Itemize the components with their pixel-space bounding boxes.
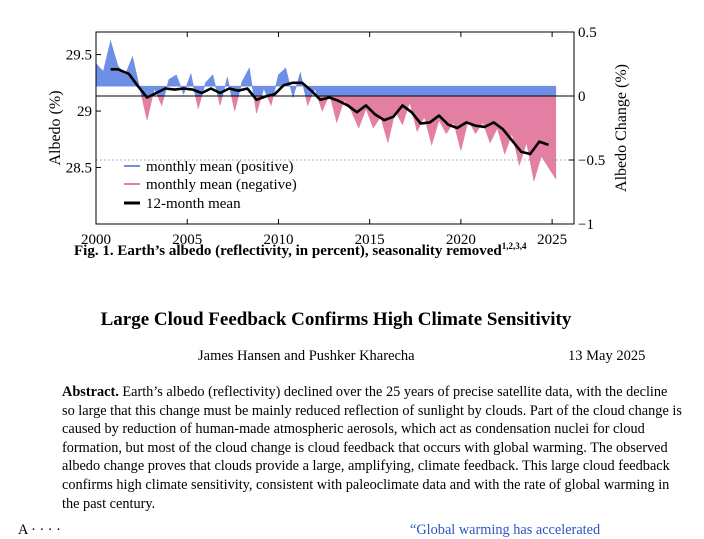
y-tick-label-28.5: 28.5 [66, 161, 92, 177]
x-tick-label-2005: 2005 [172, 232, 202, 248]
y-tick-label-29: 29 [77, 104, 92, 120]
monthly-mean-areas [96, 39, 574, 182]
plot-frame [95, 31, 575, 225]
monthly-negative-area [141, 96, 557, 182]
caption-text: Fig. 1. Earth’s albedo (reflectivity, in… [74, 243, 502, 259]
next-line-start: A · · · · [18, 522, 61, 538]
x-tick-label-2025: 2025 [537, 232, 567, 248]
y2-tick-label--0.5: −0.5 [578, 153, 605, 169]
y2-axis-label: Albedo Change (%) [613, 64, 630, 192]
paper-authors: James Hansen and Pushker Kharecha [198, 348, 415, 364]
axis-ticks: 2000 2005 2010 2015 2020 2025 28.5 29 29.5 −1 −0.5… [66, 25, 605, 248]
x-tick-label-2015: 2015 [355, 232, 385, 248]
y2-tick-label-0: 0 [578, 89, 586, 105]
legend-label-mean: 12-month mean [146, 196, 241, 212]
legend-label-positive: monthly mean (positive) [146, 159, 293, 175]
y2-tick-label--1: −1 [578, 217, 594, 233]
y-tick-label-29.5: 29.5 [66, 48, 92, 64]
monthly-positive-area [96, 39, 557, 96]
figure-caption: Fig. 1. Earth’s albedo (reflectivity, in… [74, 241, 674, 260]
x-tick-label-2020: 2020 [446, 232, 476, 248]
abstract-text: Earth’s albedo (reflectivity) declined o… [62, 384, 682, 512]
twelve-month-mean-group [110, 68, 549, 156]
x-tick-label-2010: 2010 [263, 232, 293, 248]
legend-label-negative: monthly mean (negative) [146, 177, 297, 193]
twelve-month-mean-line [110, 68, 549, 156]
legend: monthly mean (positive) monthly mean (ne… [124, 159, 297, 212]
abstract: Abstract. Earth’s albedo (reflectivity) … [62, 383, 682, 513]
paper-date: 13 May 2025 [568, 348, 646, 364]
x-tick-label-2000: 2000 [81, 232, 111, 248]
albedo-chart: 2000 2005 2010 2015 2020 2025 28.5 29 29.5 −1 −0.5… [47, 25, 630, 248]
caption-refs: 1,2,3,4 [501, 241, 527, 251]
y-axis-label: Albedo (%) [47, 90, 64, 165]
paper-title: Large Cloud Feedback Confirms High Clima… [100, 309, 572, 330]
y2-tick-label-0.5: 0.5 [578, 25, 597, 41]
abstract-label: Abstract. [62, 384, 119, 400]
